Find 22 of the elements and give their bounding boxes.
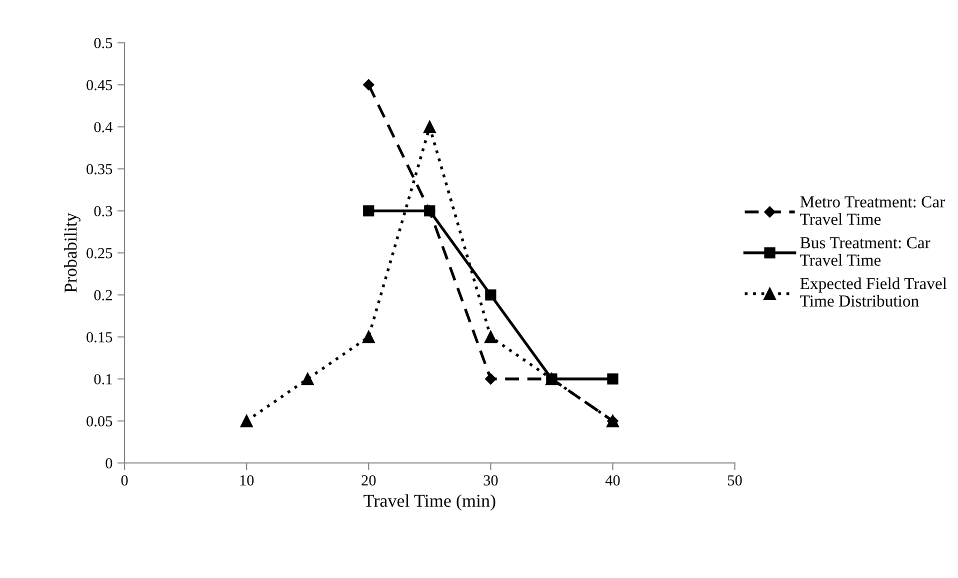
legend-label: Bus Treatment: Car Travel Time <box>800 237 930 266</box>
x-tick-label: 20 <box>362 475 376 486</box>
y-tick-label: 0 <box>106 458 112 468</box>
y-tick-label: 0.3 <box>94 206 112 216</box>
y-tick-label: 0.25 <box>86 248 112 258</box>
x-tick-label: 50 <box>728 475 742 486</box>
x-tick-label: 0 <box>121 475 128 486</box>
x-tick-label: 10 <box>240 475 254 486</box>
legend-label: Metro Treatment: Car Travel Time <box>800 196 946 225</box>
x-tick-label: 30 <box>484 475 498 486</box>
y-tick-label: 0.4 <box>94 122 112 132</box>
y-tick-label: 0.35 <box>86 164 112 174</box>
y-tick-label: 0.45 <box>86 80 112 90</box>
y-tick-label: 0.15 <box>86 332 112 342</box>
y-tick-label: 0.5 <box>94 38 112 48</box>
y-axis-title: Probability <box>64 212 80 292</box>
y-tick-label: 0.05 <box>86 416 112 426</box>
y-tick-label: 0.2 <box>94 290 112 300</box>
x-tick-label: 40 <box>605 475 620 486</box>
y-tick-label: 0.1 <box>94 374 112 384</box>
legend-label: Expected Field Travel Time Distribution <box>800 277 947 307</box>
x-axis-title: Travel Time (min) <box>364 494 496 511</box>
